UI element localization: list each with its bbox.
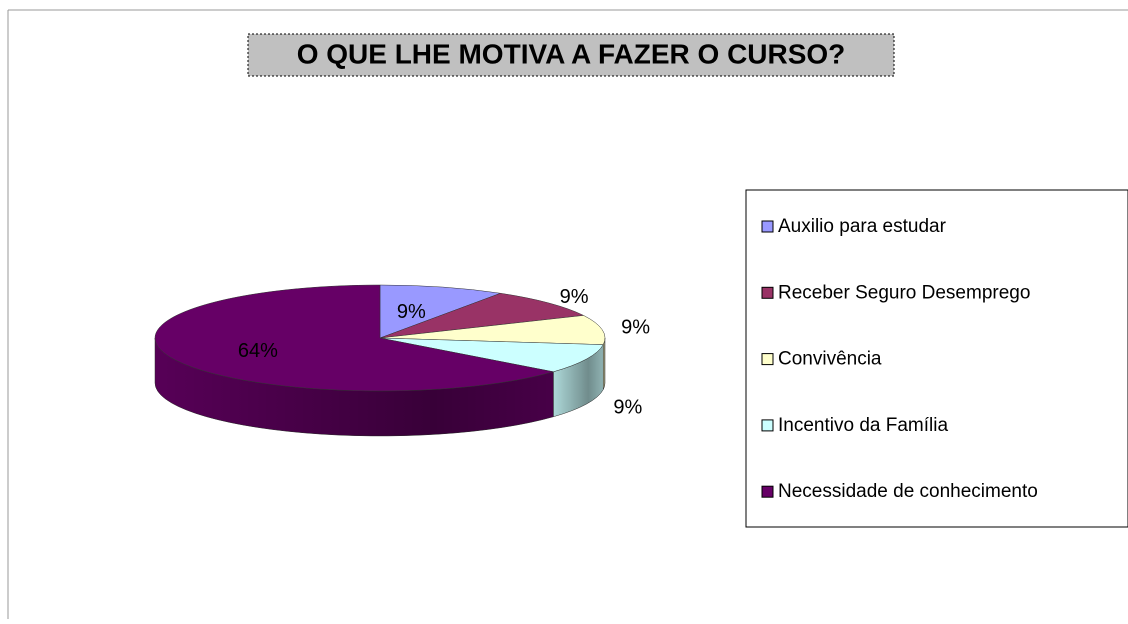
legend-label: Incentivo da Família bbox=[778, 415, 948, 436]
slice bbox=[379, 292, 585, 339]
legend-box bbox=[745, 189, 1128, 528]
data-label: 9% bbox=[621, 317, 650, 339]
legend-swatch bbox=[761, 286, 774, 299]
data-label: 9% bbox=[613, 397, 642, 419]
legend-swatch bbox=[761, 353, 774, 366]
legend-swatch bbox=[761, 220, 774, 233]
legend-label: Convivência bbox=[778, 349, 882, 370]
legend-label: Necessidade de conhecimento bbox=[778, 481, 1038, 502]
slice-side-shade bbox=[155, 338, 554, 436]
slice bbox=[379, 315, 606, 345]
slice-side-shade bbox=[603, 338, 605, 390]
legend-label: Auxilio para estudar bbox=[778, 216, 947, 237]
legend-swatch bbox=[761, 419, 774, 432]
chart-title: O QUE LHE MOTIVA A FAZER O CURSO? bbox=[297, 38, 846, 69]
data-label: 9% bbox=[397, 301, 426, 323]
title-box bbox=[247, 33, 895, 77]
slice bbox=[379, 284, 501, 339]
slice bbox=[379, 337, 604, 373]
slice-side-shade bbox=[553, 344, 604, 417]
legend-label: Receber Seguro Desemprego bbox=[778, 282, 1030, 303]
legend-swatch bbox=[761, 485, 774, 498]
slice bbox=[154, 284, 554, 392]
data-label: 9% bbox=[560, 286, 589, 308]
data-label: 64% bbox=[238, 340, 278, 362]
